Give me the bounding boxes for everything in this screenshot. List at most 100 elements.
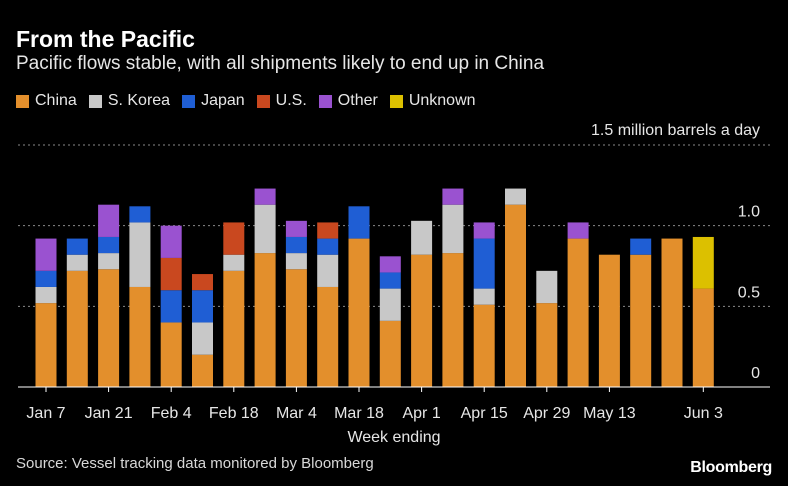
bar-segment-china — [223, 270, 245, 387]
legend-item-unknown: Unknown — [389, 92, 476, 110]
x-tick-label: May 13 — [583, 405, 636, 422]
bar-segment-japan — [160, 290, 182, 323]
bar-segment-s-korea — [411, 220, 433, 255]
bar-segment-china — [661, 238, 683, 387]
bar-segment-japan — [473, 238, 495, 289]
bar-segment-other — [567, 222, 589, 239]
legend-swatch-japan — [182, 94, 196, 108]
legend-item-us: U.S. — [256, 92, 307, 110]
x-tick-label: Apr 29 — [523, 405, 570, 422]
bar-segment-s-korea — [536, 270, 558, 304]
bar-segment-s-korea — [98, 253, 120, 270]
legend-swatch-other — [318, 94, 332, 108]
bloomberg-logo: Bloomberg — [690, 459, 772, 476]
x-tick-label: Mar 18 — [334, 405, 384, 422]
bar-segment-s-korea — [442, 204, 464, 254]
bar-segment-japan — [348, 206, 370, 239]
bar-segment-other — [442, 188, 464, 205]
bar-segment-china — [35, 303, 57, 387]
bar-segment-other — [379, 256, 401, 273]
bar-segment-s-korea — [223, 254, 245, 271]
bar-segment-china — [379, 320, 401, 387]
legend-swatch-s-korea — [88, 94, 102, 108]
bar-segment-china — [411, 254, 433, 387]
unit-label: 1.5 million barrels a day — [591, 122, 760, 139]
legend-swatch-unknown — [389, 94, 403, 108]
bar-segment-china — [348, 238, 370, 387]
bar-segment-japan — [317, 238, 339, 255]
bar-segment-china — [442, 253, 464, 387]
bar-segment-china — [66, 270, 88, 387]
bar-segment-u-s — [160, 257, 182, 291]
bar-segment-china — [567, 238, 589, 387]
bar-segment-japan — [630, 238, 652, 255]
x-tick-label: Apr 15 — [461, 405, 508, 422]
bar-segment-china — [317, 286, 339, 387]
legend-label-japan: Japan — [201, 92, 245, 109]
bar-segment-china — [254, 253, 276, 387]
bar-segment-china — [129, 286, 151, 387]
bar-segment-u-s — [192, 274, 213, 291]
bar-segment-s-korea — [254, 204, 276, 254]
bar-segment-japan — [66, 238, 88, 255]
bar-segment-china — [630, 254, 652, 387]
legend: China S. Korea Japan U.S. Other Unknown — [16, 92, 476, 110]
legend-item-other: Other — [318, 92, 378, 110]
bar-segment-japan — [129, 206, 151, 223]
bar-segment-china — [160, 322, 182, 387]
bar-segment-s-korea — [317, 254, 339, 287]
source-note: Source: Vessel tracking data monitored b… — [16, 455, 374, 472]
bar-segment-s-korea — [66, 254, 88, 271]
legend-swatch-us — [256, 94, 270, 108]
bar-segment-china — [285, 269, 307, 387]
bar-segment-japan — [35, 270, 57, 287]
bar-segment-s-korea — [505, 188, 526, 205]
legend-label-unknown: Unknown — [408, 92, 476, 109]
bar-segment-china — [473, 304, 495, 387]
x-tick-label: Feb 4 — [151, 405, 192, 422]
bar-segment-s-korea — [129, 222, 151, 287]
y-tick-label: 0 — [751, 365, 760, 382]
x-tick-label: Jun 3 — [684, 405, 723, 422]
bar-segment-china — [692, 288, 714, 387]
bar-segment-china — [536, 303, 558, 387]
legend-label-s-korea: S. Korea — [107, 92, 171, 109]
bar-segment-japan — [98, 236, 120, 254]
chart-title: From the Pacific — [16, 26, 195, 52]
bar-segment-s-korea — [379, 288, 401, 321]
legend-item-japan: Japan — [182, 92, 245, 110]
bar-segment-japan — [192, 290, 213, 323]
chart-subtitle: Pacific flows stable, with all shipments… — [16, 53, 545, 74]
legend-swatch-china — [16, 94, 29, 108]
y-tick-label: 1.0 — [738, 204, 760, 221]
bar-segment-s-korea — [192, 322, 213, 355]
x-tick-label: Apr 1 — [402, 405, 440, 422]
legend-item-china: China — [16, 92, 77, 110]
bar-segment-japan — [379, 272, 401, 289]
bar-segment-s-korea — [285, 253, 307, 270]
x-tick-label: Feb 18 — [209, 405, 259, 422]
legend-label-china: China — [35, 92, 77, 109]
bar-segment-other — [254, 188, 276, 205]
legend-item-s-korea: S. Korea — [88, 92, 171, 110]
bar-segment-china — [598, 254, 620, 387]
legend-label-other: Other — [337, 92, 378, 109]
bar-segment-other — [98, 204, 120, 237]
bar-segment-u-s — [317, 222, 339, 239]
bar-segment-other — [35, 238, 57, 271]
bar-segment-s-korea — [473, 288, 495, 305]
bar-segment-other — [160, 225, 182, 258]
x-tick-label: Jan 21 — [85, 405, 133, 422]
y-tick-label: 0.5 — [738, 284, 760, 301]
legend-label-us: U.S. — [275, 92, 307, 109]
bar-segment-japan — [285, 236, 307, 254]
bar-segment-s-korea — [35, 286, 57, 304]
bar-segment-other — [473, 222, 495, 239]
bar-segment-u-s — [223, 222, 245, 255]
x-tick-label: Jan 7 — [26, 405, 65, 422]
bar-segment-china — [505, 204, 526, 387]
bar-segment-china — [192, 354, 213, 387]
bar-segment-unknown — [692, 236, 714, 289]
x-axis-title: Week ending — [347, 429, 440, 446]
